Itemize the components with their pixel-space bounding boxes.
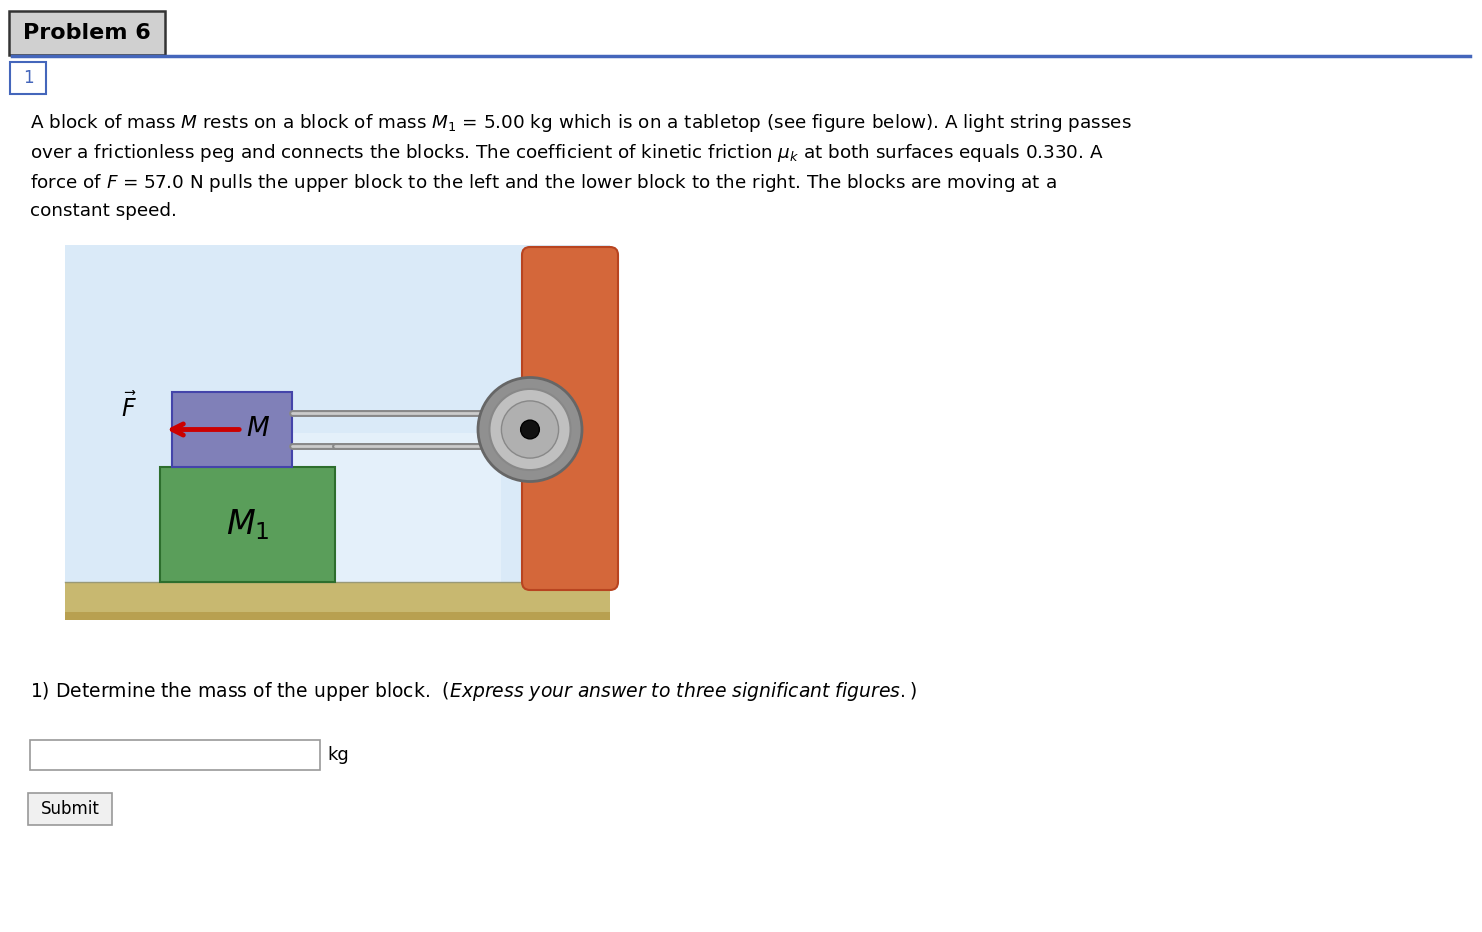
Bar [172,392,292,467]
Text: $M$: $M$ [246,417,270,443]
Text: Submit: Submit [40,800,99,818]
Bar [65,582,611,612]
Text: $\vec{F}$: $\vec{F}$ [122,392,136,422]
Bar [173,432,501,620]
Bar [160,467,335,582]
FancyBboxPatch shape [522,247,618,590]
Text: constant speed.: constant speed. [30,202,176,220]
Text: kg: kg [328,746,348,764]
Circle shape [489,389,571,470]
Bar [30,740,320,770]
Circle shape [479,377,582,482]
Text: 1: 1 [22,69,33,87]
Text: 1) Determine the mass of the upper block.  $\mathit{(Express\ your\ answer\ to\ : 1) Determine the mass of the upper block… [30,680,917,703]
Bar [65,245,611,620]
Circle shape [520,420,539,439]
Text: force of $F$ = 57.0 N pulls the upper block to the left and the lower block to t: force of $F$ = 57.0 N pulls the upper bl… [30,172,1057,194]
Text: A block of mass $M$ rests on a block of mass $M_1$ = 5.00 kg which is on a table: A block of mass $M$ rests on a block of … [30,112,1132,134]
FancyBboxPatch shape [9,11,165,55]
Text: over a frictionless peg and connects the blocks. The coefficient of kinetic fric: over a frictionless peg and connects the… [30,142,1104,164]
Text: Problem 6: Problem 6 [24,23,151,43]
FancyBboxPatch shape [10,62,46,94]
FancyBboxPatch shape [28,793,113,825]
Text: $M_1$: $M_1$ [225,507,270,541]
Bar [65,612,611,620]
Circle shape [501,401,559,459]
